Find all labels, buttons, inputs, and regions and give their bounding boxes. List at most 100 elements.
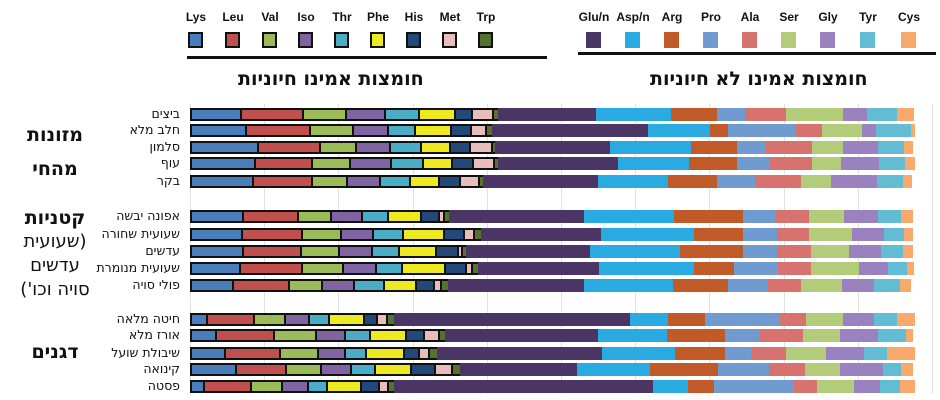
bar-segment-his <box>404 329 425 342</box>
bar-segment-leu <box>245 124 312 137</box>
legend-swatch-trp <box>478 32 493 48</box>
bar-segment-leu <box>251 175 313 188</box>
stacked-bar <box>190 262 914 275</box>
bar-segment-ala <box>775 210 810 223</box>
bar-segment-lys <box>190 210 245 223</box>
bar-segment-glu-n <box>393 313 631 326</box>
bar-segment-val <box>278 347 320 360</box>
bar-segment-val <box>301 108 347 121</box>
group-label-line: דגנים <box>31 341 79 363</box>
bar-segment-ser <box>816 380 854 393</box>
group-label-line: קטניות <box>24 207 86 229</box>
bar-segment-iso <box>348 157 392 170</box>
bar-segment-lys <box>190 329 217 342</box>
bar-segment-val <box>284 363 322 376</box>
bar-segment-thr <box>383 108 421 121</box>
bar-segment-tyr <box>873 313 897 326</box>
gridline <box>932 104 933 394</box>
bar-segment-his <box>410 363 437 376</box>
bar-segment-leu <box>234 363 287 376</box>
bar-segment-ser <box>801 175 831 188</box>
legend-label-trp: Trp <box>476 10 496 24</box>
legend-label-tyr: Tyr <box>859 10 877 24</box>
legend-label-ala: Ala <box>740 10 760 24</box>
bar-segment-thr <box>344 329 372 342</box>
bar-segment-asp-n <box>653 380 689 393</box>
group-label-2: דגנים <box>0 340 110 364</box>
bar-segment-phe <box>409 175 441 188</box>
food-label: עוף <box>160 155 180 170</box>
bar-segment-gly <box>859 262 888 275</box>
food-label: שיבולת שועל <box>111 345 180 360</box>
bar-segment-tyr <box>867 108 897 121</box>
essential-legend-rule <box>187 56 547 59</box>
legend-swatch-cys <box>901 32 916 48</box>
legend-label-ser: Ser <box>779 10 799 24</box>
bar-segment-arg <box>673 210 744 223</box>
bar-segment-ala <box>769 157 813 170</box>
legend-swatch-leu <box>225 32 240 48</box>
bar-segment-gly <box>830 175 877 188</box>
bar-segment-glu-n <box>497 157 618 170</box>
bar-segment-leu <box>257 141 321 154</box>
legend-swatch-met <box>442 32 457 48</box>
essential-title: חומצות אמינו חיוניות <box>238 68 424 90</box>
bar-segment-ala <box>755 175 802 188</box>
bar-segment-gly <box>826 347 865 360</box>
bar-segment-gly <box>841 279 874 292</box>
bar-segment-thr <box>371 228 405 241</box>
bar-segment-iso <box>330 210 363 223</box>
bar-segment-his <box>442 228 466 241</box>
bar-segment-phe <box>386 210 422 223</box>
bar-segment-val <box>309 124 355 137</box>
food-label: שעועית מנומרת <box>96 260 180 275</box>
bar-segment-pro <box>714 380 795 393</box>
bar-segment-ala <box>796 124 823 137</box>
bar-segment-his <box>419 210 440 223</box>
bar-segment-cys <box>887 347 916 360</box>
bar-segment-tyr <box>878 157 906 170</box>
bar-segment-met <box>471 108 494 121</box>
legend-label-thr: Thr <box>332 10 352 24</box>
bar-segment-iso <box>281 380 310 393</box>
bar-segment-thr <box>374 262 404 275</box>
bar-segment-asp-n <box>597 175 668 188</box>
bar-segment-asp-n <box>576 363 650 376</box>
bar-segment-ser <box>812 157 841 170</box>
bar-segment-iso <box>344 108 386 121</box>
bar-segment-phe <box>401 262 447 275</box>
bar-segment-thr <box>344 347 368 360</box>
legend-label-lys: Lys <box>185 10 207 24</box>
bar-segment-glu-n <box>444 329 598 342</box>
bar-segment-tyr <box>864 347 888 360</box>
bar-segment-his <box>450 157 474 170</box>
legend-label-val: Val <box>261 10 279 24</box>
bar-segment-asp-n <box>590 245 681 258</box>
bar-segment-asp-n <box>595 108 671 121</box>
food-label: סלמון <box>149 139 180 154</box>
bar-segment-lys <box>190 245 245 258</box>
bar-segment-ala <box>764 141 812 154</box>
bar-segment-arg <box>649 363 718 376</box>
legend-swatch-glu-n <box>586 32 601 48</box>
bar-segment-iso <box>284 313 311 326</box>
bar-segment-ala <box>777 228 810 241</box>
bar-segment-ser <box>801 279 842 292</box>
group-label-line: מהחי <box>32 158 78 180</box>
bar-segment-ser <box>802 329 841 342</box>
bar-segment-asp-n <box>647 124 710 137</box>
bar-segment-ala <box>745 108 787 121</box>
bar-segment-asp-n <box>602 347 675 360</box>
bar-segment-ser <box>804 363 841 376</box>
bar-segment-asp-n <box>630 313 668 326</box>
bar-segment-his <box>415 279 436 292</box>
bar-segment-phe <box>421 157 453 170</box>
bar-segment-thr <box>360 210 389 223</box>
bar-segment-phe <box>419 141 451 154</box>
bar-segment-lys <box>190 175 254 188</box>
legend-label-phe: Phe <box>366 10 389 24</box>
bar-segment-iso <box>320 279 355 292</box>
legend-swatch-val <box>262 32 277 48</box>
bar-segment-ser <box>811 141 843 154</box>
